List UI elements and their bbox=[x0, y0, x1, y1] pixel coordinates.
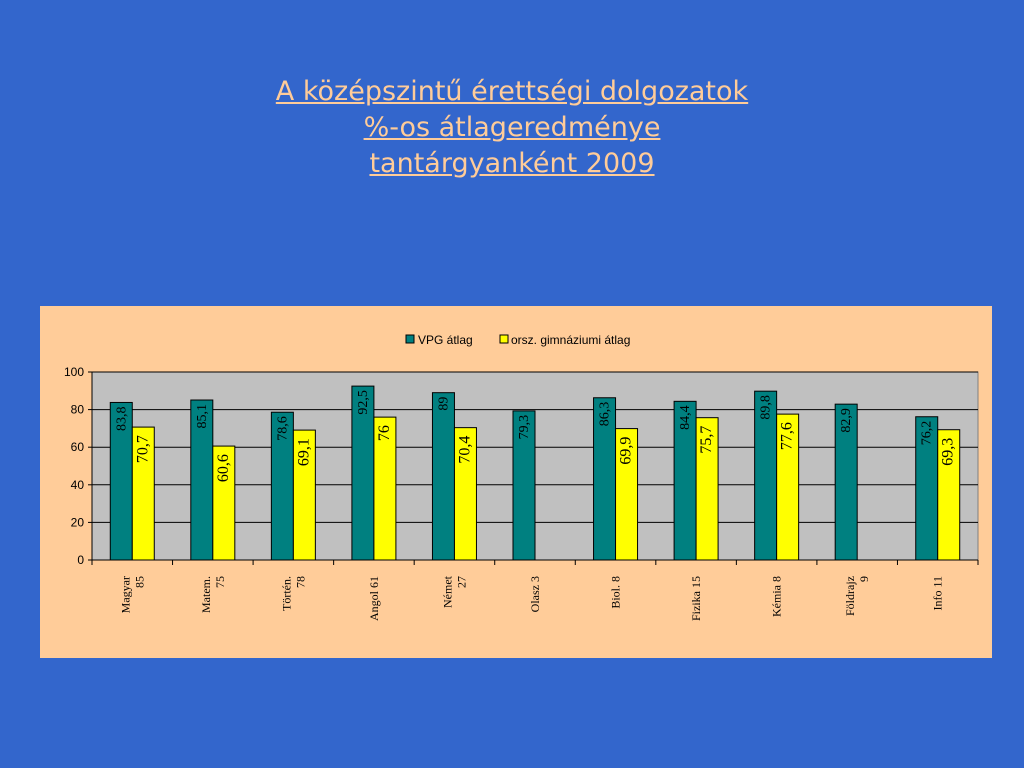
data-label-orsz-10: 69,3 bbox=[940, 438, 957, 466]
category-label-line: Német bbox=[440, 575, 454, 608]
category-label-2: Történ. 78 bbox=[279, 576, 307, 611]
category-label-line: Matem. bbox=[199, 576, 213, 613]
chart-panel: 0 20 40 60 80 100 83,8 85,1 78,6 92,5 89 79,3 86,3 84… bbox=[40, 306, 992, 658]
data-label-orsz-7: 75,7 bbox=[698, 426, 715, 454]
category-label-line: Info 11 bbox=[931, 576, 945, 611]
title-line-1: A középszintű érettségi dolgozatok bbox=[275, 76, 749, 107]
legend-label-vpg: VPG átlag bbox=[418, 333, 473, 347]
y-tick-label: 80 bbox=[71, 403, 85, 417]
category-label-10: Info 11 bbox=[931, 576, 945, 611]
title-line-3: tantárgyanként 2009 bbox=[369, 148, 655, 179]
category-label-line: 9 bbox=[857, 576, 871, 582]
title-line-2: %-os átlageredménye bbox=[363, 112, 661, 143]
legend-swatch-orsz bbox=[499, 334, 509, 344]
data-label-orsz-0: 70,7 bbox=[134, 435, 151, 463]
legend-swatch-vpg bbox=[405, 334, 415, 344]
category-label-3: Angol 61 bbox=[367, 576, 381, 621]
data-label-orsz-8: 77,6 bbox=[779, 422, 796, 450]
bar-orsz-7 bbox=[695, 417, 719, 561]
data-label-vpg-4: 89 bbox=[436, 397, 451, 411]
data-label-vpg-5: 79,3 bbox=[517, 415, 532, 440]
category-label-line: Olasz 3 bbox=[528, 576, 542, 612]
category-label-1: Matem. 75 bbox=[199, 576, 227, 613]
category-label-7: Fizika 15 bbox=[689, 576, 703, 621]
category-label-line: Történ. bbox=[279, 576, 293, 611]
data-label-orsz-6: 69,9 bbox=[618, 437, 635, 465]
category-label-line: Angol 61 bbox=[367, 576, 381, 621]
data-label-vpg-6: 86,3 bbox=[598, 402, 613, 427]
category-label-line: 78 bbox=[293, 576, 307, 588]
bar-vpg-4 bbox=[431, 392, 455, 561]
category-label-line: Földrajz bbox=[843, 576, 857, 616]
y-tick-label: 20 bbox=[71, 515, 85, 529]
category-label-8: Kémia 8 bbox=[770, 576, 784, 617]
data-label-vpg-0: 83,8 bbox=[114, 406, 129, 431]
bar-orsz-0 bbox=[131, 426, 155, 561]
data-label-vpg-1: 85,1 bbox=[195, 404, 210, 429]
data-label-vpg-9: 82,9 bbox=[839, 408, 854, 433]
chart-title: A középszintű érettségi dolgozatok %-os … bbox=[0, 74, 1024, 182]
category-label-4: Német 27 bbox=[440, 575, 468, 608]
category-label-6: Biol. 8 bbox=[609, 576, 623, 609]
data-label-orsz-2: 69,1 bbox=[295, 438, 312, 466]
bar-orsz-1 bbox=[212, 445, 236, 561]
category-label-line: 27 bbox=[454, 576, 468, 588]
bar-orsz-10 bbox=[937, 429, 961, 561]
bar-orsz-2 bbox=[292, 429, 316, 561]
y-tick-label: 0 bbox=[77, 553, 84, 567]
y-tick-label: 40 bbox=[71, 478, 85, 492]
legend-label-orsz: orsz. gimnáziumi átlag bbox=[511, 333, 630, 347]
category-label-line: Fizika 15 bbox=[689, 576, 703, 621]
bar-orsz-4 bbox=[453, 427, 477, 561]
bar-orsz-3 bbox=[373, 416, 397, 561]
data-label-orsz-1: 60,6 bbox=[215, 454, 232, 482]
bar-orsz-8 bbox=[776, 413, 800, 561]
bar-orsz-6 bbox=[615, 428, 639, 561]
legend: VPG átlag orsz. gimnáziumi átlag bbox=[405, 333, 630, 347]
category-label-line: Magyar bbox=[118, 576, 132, 613]
category-label-line: 85 bbox=[132, 576, 146, 588]
category-label-0: Magyar 85 bbox=[118, 576, 146, 613]
bar-vpg-5 bbox=[512, 410, 536, 561]
category-label-line: Kémia 8 bbox=[770, 576, 784, 617]
data-label-orsz-3: 76 bbox=[376, 425, 393, 441]
data-label-vpg-2: 78,6 bbox=[275, 416, 290, 441]
bar-chart: 0 20 40 60 80 100 83,8 85,1 78,6 92,5 89 79,3 86,3 84… bbox=[64, 333, 979, 621]
category-label-9: Földrajz 9 bbox=[843, 576, 871, 616]
category-label-line: Biol. 8 bbox=[609, 576, 623, 609]
y-tick-label: 60 bbox=[71, 440, 85, 454]
category-label-5: Olasz 3 bbox=[528, 576, 542, 612]
data-label-vpg-7: 84,4 bbox=[678, 405, 693, 430]
data-label-orsz-4: 70,4 bbox=[456, 436, 473, 464]
y-tick-label: 100 bbox=[64, 365, 84, 379]
category-label-line: 75 bbox=[213, 576, 227, 588]
data-label-vpg-10: 76,2 bbox=[920, 421, 935, 446]
bar-vpg-9 bbox=[834, 403, 858, 561]
data-label-vpg-8: 89,8 bbox=[759, 395, 774, 420]
data-label-vpg-3: 92,5 bbox=[356, 390, 371, 415]
